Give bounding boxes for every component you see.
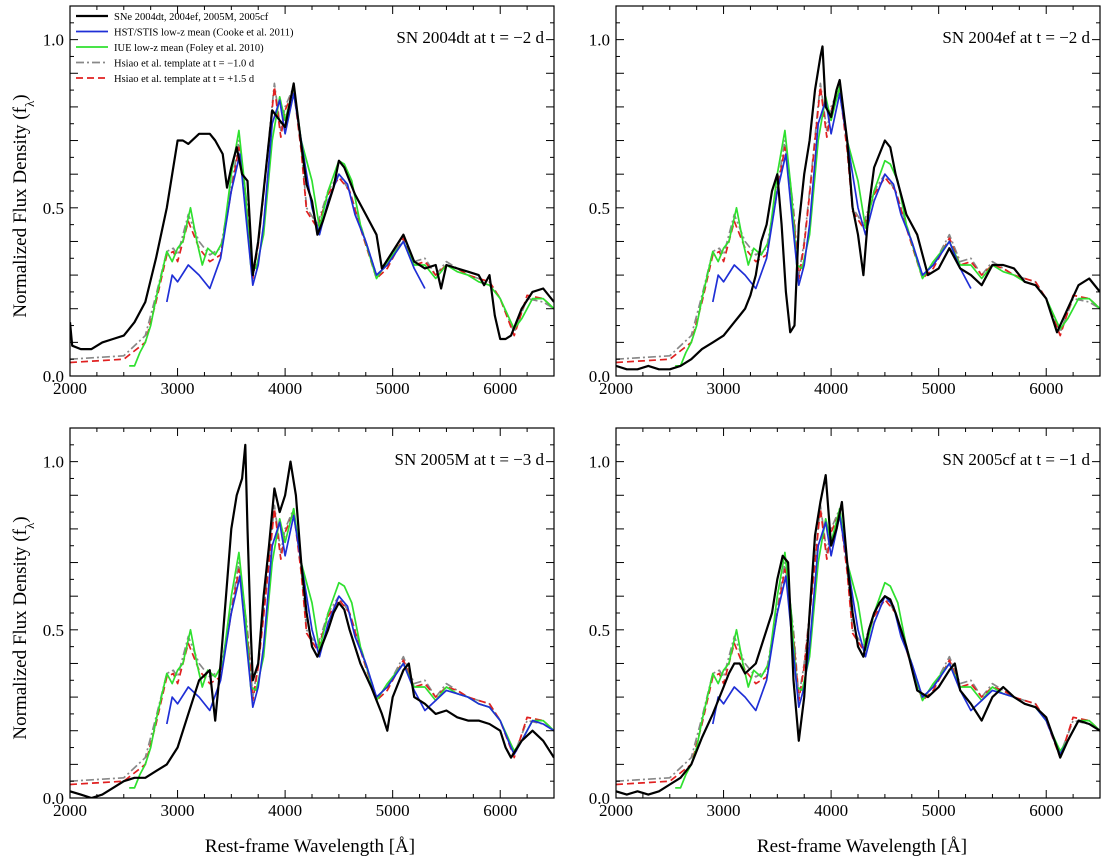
legend-label: Hsiao et al. template at t = −1.0 d [114,59,255,70]
x-tick-label: 6000 [1029,801,1063,820]
panel-label: SN 2004dt at t = −2 d [396,28,544,47]
y-axis-title-bottom: Normalized Flux Density (fλ) [10,516,37,739]
plot-frame [69,427,555,799]
x-tick-label: 3000 [161,379,195,398]
y-tick-label: 1.0 [43,453,64,472]
legend-label: Hsiao et al. template at t = +1.5 d [114,74,255,85]
x-tick-label: 3000 [161,801,195,820]
x-tick-label: 2000 [53,379,87,398]
y-tick-label: 0.0 [589,367,610,386]
x-tick-label: 5000 [376,801,410,820]
series-line-3 [675,507,1100,789]
series-line-1 [616,504,1100,783]
series-line-1 [70,82,554,361]
series-line-2 [616,507,1100,786]
series-line-5 [616,474,1100,796]
x-tick-label: 6000 [1029,379,1063,398]
x-tick-label: 5000 [376,379,410,398]
legend-label: IUE low-z mean (Foley et al. 2010) [114,43,264,54]
series-line-3 [675,85,1100,367]
x-tick-label: 3000 [707,801,741,820]
x-tick-label: 2000 [599,801,633,820]
series-line-3 [129,85,554,367]
y-tick-label: 1.0 [43,31,64,50]
panel-2: 2000 3000 4000 5000 6000 0.0 0.5 1.0 SN 2004ef a… [589,5,1101,398]
series-line-4 [165,92,426,303]
x-tick-label: 5000 [922,379,956,398]
series-line-4 [711,92,972,303]
x-axis-title-right: Rest-frame Wavelength [Å] [757,836,967,857]
x-tick-label: 4000 [268,801,302,820]
plot-frame [615,5,1101,377]
y-tick-label: 0.0 [43,789,64,808]
x-tick-label: 3000 [707,379,741,398]
series-line-5 [616,45,1100,371]
y-tick-label: 0.5 [589,199,610,218]
x-tick-label: 5000 [922,801,956,820]
x-tick-label: 6000 [483,801,517,820]
series-line-1 [616,82,1100,361]
series-line-2 [616,85,1100,364]
series-group [70,82,554,367]
y-tick-label: 0.0 [589,789,610,808]
panel-label: SN 2005cf at t = −1 d [942,450,1090,469]
series-line-5 [70,443,554,798]
y-tick-label: 0.5 [43,621,64,640]
series-line-2 [70,85,554,364]
x-axis-title-left: Rest-frame Wavelength [Å] [205,836,415,857]
panel-label: SN 2004ef at t = −2 d [942,28,1090,47]
y-tick-label: 0.0 [43,367,64,386]
x-tick-label: 4000 [814,379,848,398]
series-group [616,45,1100,371]
x-tick-label: 4000 [268,379,302,398]
panel-4: 2000 3000 4000 5000 6000 0.0 0.5 1.0 SN 2005cf a… [589,427,1101,820]
series-line-4 [165,514,554,756]
panel-label: SN 2005M at t = −3 d [394,450,544,469]
y-tick-label: 1.0 [589,31,610,50]
panel-1: 2000 3000 4000 5000 6000 0.0 0.5 1.0 SN 2004dt a… [43,5,555,398]
legend: SNe 2004dt, 2004ef, 2005M, 2005cf HST/STI… [76,12,294,85]
x-tick-label: 6000 [483,379,517,398]
series-line-4 [711,514,1100,756]
x-tick-label: 4000 [814,801,848,820]
series-line-3 [129,507,554,789]
y-tick-label: 0.5 [43,199,64,218]
legend-label: HST/STIS low-z mean (Cooke et al. 2011) [114,28,294,39]
series-line-1 [70,504,554,783]
series-line-5 [70,82,554,351]
y-axis-title-top: Normalized Flux Density (fλ) [10,94,37,317]
legend-label: SNe 2004dt, 2004ef, 2005M, 2005cf [114,12,269,23]
series-group [70,443,554,798]
plot-frame [615,427,1101,799]
x-tick-label: 2000 [599,379,633,398]
series-group [616,474,1100,796]
series-line-2 [70,507,554,786]
x-tick-label: 2000 [53,801,87,820]
panel-3: 2000 3000 4000 5000 6000 0.0 0.5 1.0 SN 2005M at… [43,427,555,820]
y-tick-label: 1.0 [589,453,610,472]
y-tick-label: 0.5 [589,621,610,640]
